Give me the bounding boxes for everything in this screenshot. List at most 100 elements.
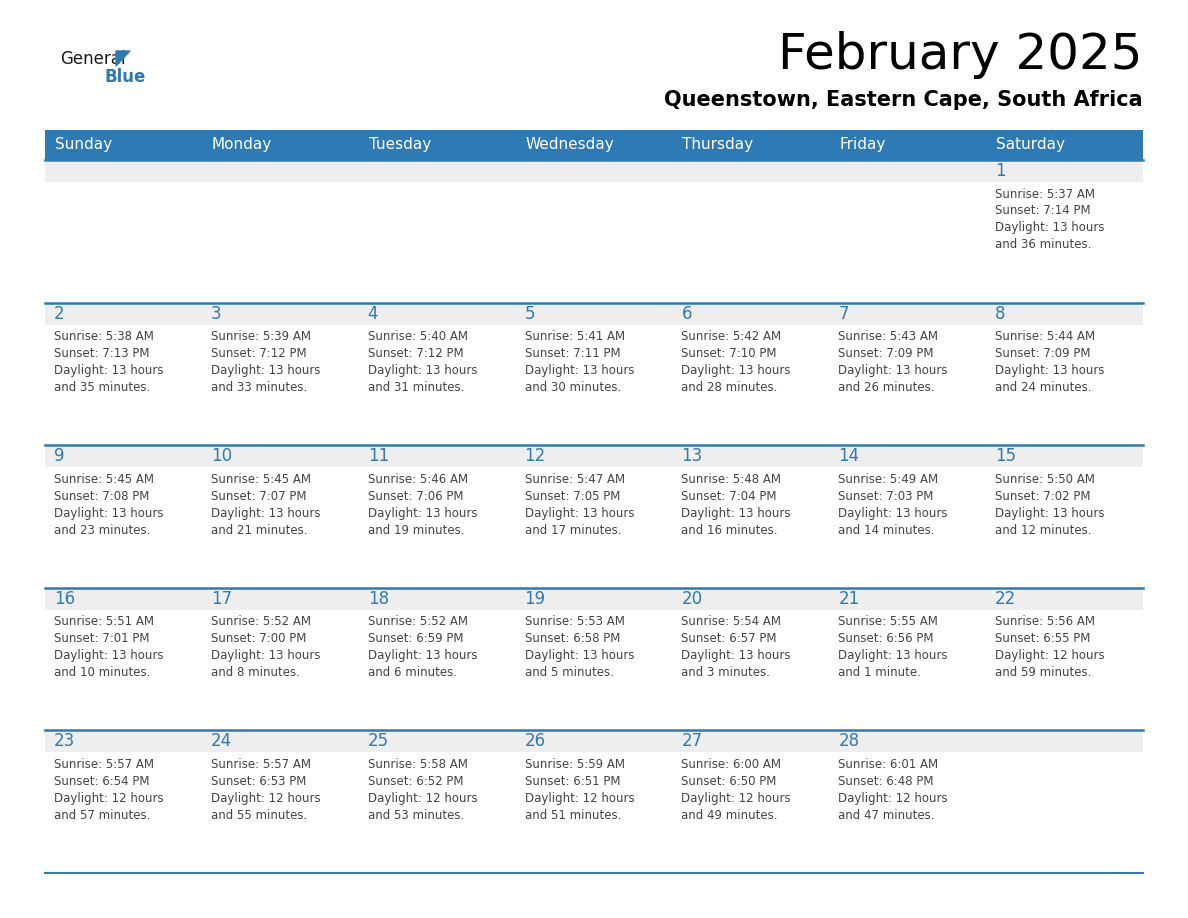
Text: 3: 3 (210, 305, 221, 322)
Text: Sunrise: 5:57 AM: Sunrise: 5:57 AM (210, 758, 311, 771)
Bar (672, 588, 829, 731)
Text: 24: 24 (210, 733, 232, 750)
Bar (359, 445, 516, 588)
Text: and 26 minutes.: and 26 minutes. (839, 381, 935, 394)
Bar (45, 160, 202, 303)
Text: Daylight: 13 hours: Daylight: 13 hours (368, 364, 478, 377)
Text: Daylight: 13 hours: Daylight: 13 hours (525, 649, 634, 662)
Text: Daylight: 13 hours: Daylight: 13 hours (996, 364, 1105, 377)
Text: and 17 minutes.: and 17 minutes. (525, 523, 621, 537)
Bar (829, 445, 986, 467)
Text: Saturday: Saturday (997, 138, 1066, 152)
Text: Sunset: 7:12 PM: Sunset: 7:12 PM (210, 347, 307, 360)
Text: Tuesday: Tuesday (368, 138, 431, 152)
Bar (986, 130, 1143, 160)
Text: Daylight: 13 hours: Daylight: 13 hours (210, 507, 321, 520)
Bar (45, 160, 202, 182)
Bar (202, 160, 359, 182)
Bar (202, 130, 359, 160)
Text: Daylight: 13 hours: Daylight: 13 hours (525, 507, 634, 520)
Bar (45, 445, 202, 588)
Bar (45, 731, 202, 873)
Text: Sunrise: 5:59 AM: Sunrise: 5:59 AM (525, 758, 625, 771)
Text: Daylight: 13 hours: Daylight: 13 hours (53, 507, 164, 520)
Text: 17: 17 (210, 589, 232, 608)
Text: Daylight: 13 hours: Daylight: 13 hours (525, 364, 634, 377)
Text: Sunset: 6:54 PM: Sunset: 6:54 PM (53, 775, 150, 788)
Text: Sunset: 6:56 PM: Sunset: 6:56 PM (839, 633, 934, 645)
Text: Sunrise: 5:56 AM: Sunrise: 5:56 AM (996, 615, 1095, 628)
Text: Sunset: 7:04 PM: Sunset: 7:04 PM (682, 489, 777, 503)
Text: Daylight: 13 hours: Daylight: 13 hours (682, 649, 791, 662)
Bar (986, 160, 1143, 182)
Text: Sunrise: 5:47 AM: Sunrise: 5:47 AM (525, 473, 625, 486)
Text: Daylight: 13 hours: Daylight: 13 hours (839, 649, 948, 662)
Text: 8: 8 (996, 305, 1006, 322)
Text: Sunrise: 5:58 AM: Sunrise: 5:58 AM (368, 758, 468, 771)
Text: Daylight: 13 hours: Daylight: 13 hours (368, 649, 478, 662)
Bar (516, 160, 672, 303)
Text: and 23 minutes.: and 23 minutes. (53, 523, 151, 537)
Bar (359, 731, 516, 873)
Bar (359, 303, 516, 325)
Text: 2: 2 (53, 305, 64, 322)
Text: Daylight: 12 hours: Daylight: 12 hours (368, 792, 478, 805)
Text: and 35 minutes.: and 35 minutes. (53, 381, 150, 394)
Bar (986, 731, 1143, 753)
Bar (202, 445, 359, 588)
Text: and 12 minutes.: and 12 minutes. (996, 523, 1092, 537)
Bar (516, 731, 672, 873)
Text: and 57 minutes.: and 57 minutes. (53, 809, 151, 822)
Bar (516, 731, 672, 753)
Text: 4: 4 (368, 305, 378, 322)
Text: Sunrise: 5:37 AM: Sunrise: 5:37 AM (996, 187, 1095, 200)
Bar (359, 588, 516, 610)
Text: Sunset: 7:06 PM: Sunset: 7:06 PM (368, 489, 463, 503)
Text: Monday: Monday (211, 138, 272, 152)
Text: and 16 minutes.: and 16 minutes. (682, 523, 778, 537)
Text: Sunset: 6:51 PM: Sunset: 6:51 PM (525, 775, 620, 788)
Text: Sunrise: 5:40 AM: Sunrise: 5:40 AM (368, 330, 468, 343)
Text: Sunrise: 5:49 AM: Sunrise: 5:49 AM (839, 473, 939, 486)
Text: 1: 1 (996, 162, 1006, 180)
Text: Daylight: 13 hours: Daylight: 13 hours (53, 364, 164, 377)
Text: 27: 27 (682, 733, 702, 750)
Text: Daylight: 12 hours: Daylight: 12 hours (839, 792, 948, 805)
Bar (359, 588, 516, 731)
Text: Sunrise: 5:54 AM: Sunrise: 5:54 AM (682, 615, 782, 628)
Text: 19: 19 (525, 589, 545, 608)
Polygon shape (116, 51, 129, 66)
Text: General: General (61, 50, 126, 68)
Text: Sunrise: 5:51 AM: Sunrise: 5:51 AM (53, 615, 154, 628)
Bar (516, 588, 672, 610)
Text: and 6 minutes.: and 6 minutes. (368, 666, 456, 679)
Text: Daylight: 13 hours: Daylight: 13 hours (368, 507, 478, 520)
Bar (672, 160, 829, 182)
Text: Sunrise: 5:48 AM: Sunrise: 5:48 AM (682, 473, 782, 486)
Text: and 31 minutes.: and 31 minutes. (368, 381, 465, 394)
Bar (359, 303, 516, 445)
Bar (672, 130, 829, 160)
Bar (359, 731, 516, 753)
Text: Daylight: 13 hours: Daylight: 13 hours (682, 364, 791, 377)
Text: 23: 23 (53, 733, 75, 750)
Text: Sunday: Sunday (55, 138, 112, 152)
Bar (202, 303, 359, 325)
Text: Daylight: 13 hours: Daylight: 13 hours (210, 364, 321, 377)
Bar (202, 303, 359, 445)
Text: 16: 16 (53, 589, 75, 608)
Bar (516, 303, 672, 325)
Bar (516, 445, 672, 588)
Bar (359, 130, 516, 160)
Text: 15: 15 (996, 447, 1016, 465)
Text: February 2025: February 2025 (778, 31, 1143, 79)
Text: and 10 minutes.: and 10 minutes. (53, 666, 151, 679)
Bar (829, 303, 986, 325)
Text: Sunrise: 5:53 AM: Sunrise: 5:53 AM (525, 615, 625, 628)
Text: Sunset: 7:12 PM: Sunset: 7:12 PM (368, 347, 463, 360)
Text: and 14 minutes.: and 14 minutes. (839, 523, 935, 537)
Text: and 3 minutes.: and 3 minutes. (682, 666, 770, 679)
Text: 5: 5 (525, 305, 535, 322)
Text: Sunrise: 5:52 AM: Sunrise: 5:52 AM (210, 615, 311, 628)
Text: Sunrise: 5:46 AM: Sunrise: 5:46 AM (368, 473, 468, 486)
